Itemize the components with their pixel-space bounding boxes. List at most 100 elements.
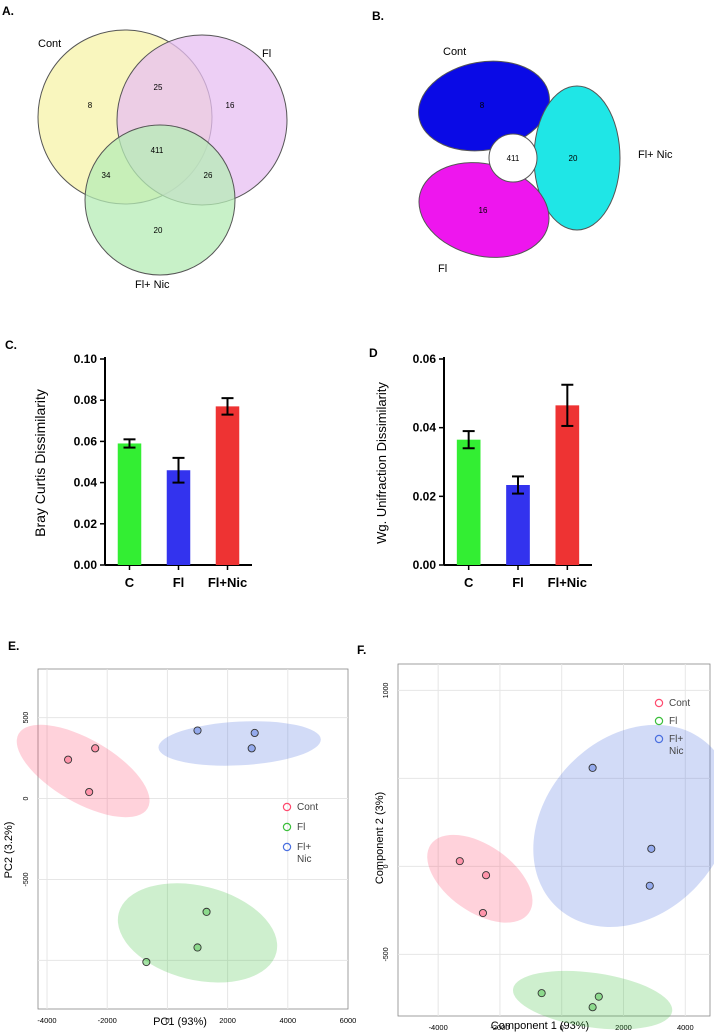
data-point-e [193,943,202,952]
legend-marker-f [654,734,664,744]
y-axis-label-e: PC2 (3.2%) [3,822,15,879]
y-axis-label-f: Component 2 (3%) [374,792,386,884]
venn-count-cont-fl: 25 [154,83,163,92]
y-tick-label-c: 0.06 [74,434,98,448]
legend-marker-e [282,822,292,832]
flower-label-cont: Cont [443,46,466,58]
y-tick-label-e: 0 [23,796,30,800]
data-point-f [455,857,464,866]
flower-center [488,133,538,183]
x-tick-label-f: 0 [560,1023,564,1032]
flower-label-fl: Fl [438,263,447,275]
data-point-e [85,787,94,797]
y-tick-label-f: -500 [383,947,390,961]
x-tick-label-c: C [125,575,135,590]
panel-f-letter: F. [357,643,366,657]
x-tick-label-f: -2000 [490,1023,509,1032]
y-tick-label-d: 0.02 [413,489,437,503]
data-point-e [91,744,100,753]
data-point-f [594,992,603,1001]
panel-c-letter: C. [5,338,17,352]
x-tick-label-c: Fl [173,575,185,590]
x-axis-label-f: Component 1 (93%) [491,1020,589,1032]
confidence-ellipse-e [158,721,321,766]
venn-count-all: 411 [151,146,164,155]
confidence-ellipse-e [117,883,278,983]
data-point-f [481,871,491,880]
venn-set-flnic [84,124,236,276]
pca-plot-e: E. PC1 (93%) PC2 (3.2%) -4000 -2000 0 2000 4… [3,639,356,1028]
x-tick-label-e: 4000 [279,1016,296,1025]
data-point-f [645,881,654,890]
data-point-e [250,728,259,738]
flower-count-fl: 16 [479,206,488,215]
bar-c [166,470,191,565]
venn-label-fl: Fl [262,48,271,60]
x-tick-label-f: -4000 [429,1023,448,1032]
venn-count-fl-flnic: 26 [204,171,213,180]
y-tick-label-c: 0.10 [74,352,98,366]
bar-chart-bray-curtis: C. Bray Curtis Dissimilarity 0.00 0.02 0.0… [5,338,252,590]
x-tick-label-e: -4000 [37,1016,56,1025]
data-point-e [202,907,211,916]
venn-count-fl-only: 16 [226,101,235,110]
y-axis-label-c: Bray Curtis Dissimilarity [32,389,48,537]
bar-d [506,485,530,565]
venn-count-cont-flnic: 34 [102,171,111,180]
data-point-e [64,755,73,764]
panel-d-letter: D [369,346,378,360]
x-tick-label-f: 4000 [677,1023,694,1032]
y-tick-label-c: 0.04 [74,476,98,490]
x-tick-label-f: 2000 [615,1023,632,1032]
data-point-e [142,957,151,967]
data-point-f [478,908,488,918]
pca-plot-f: F. Component 1 (93%) Component 2 (3%) -4… [357,643,714,1032]
x-axis-label-e: PC1 (93%) [153,1016,207,1028]
y-tick-label-c: 0.08 [74,393,98,407]
venn-diagram: A. Cont Fl Fl+ Nic 8 25 16 411 34 26 20 [2,4,288,291]
legend-label-f: Cont [669,698,690,709]
data-point-f [588,1003,597,1012]
venn-count-cont-only: 8 [88,101,93,110]
y-tick-label-f: 1000 [383,683,390,699]
x-tick-label-e: 6000 [340,1016,357,1025]
y-tick-label-f: 0 [383,864,390,868]
venn-label-cont: Cont [38,38,61,50]
confidence-ellipse-e [16,724,150,818]
y-tick-label-d: 0.06 [413,352,437,366]
plot-frame-e [37,668,349,1010]
legend-marker-f [654,698,664,708]
venn-label-flnic: Fl+ Nic [135,279,170,291]
bar-c [215,406,240,565]
legend-label-f: Nic [669,746,683,757]
data-point-f [537,989,546,998]
legend-label-e: Fl [297,822,305,833]
confidence-ellipse-f [512,970,673,1030]
x-tick-label-e: 2000 [219,1016,236,1025]
legend-marker-f [654,716,664,726]
bar-chart-unifrac: D Wg. Unifraction Dissimilarity 0.00 0.02… [369,346,592,590]
y-tick-label-c: 0.00 [74,558,98,572]
data-point-f [588,763,597,772]
venn-count-flnic-only: 20 [154,226,163,235]
y-tick-label-d: 0.04 [413,421,437,435]
legend-label-f: Fl [669,716,677,727]
flower-label-flnic: Fl+ Nic [638,149,673,161]
data-point-e [247,744,256,753]
confidence-ellipse-f [427,834,533,923]
flower-center-count: 411 [507,154,520,163]
legend-marker-e [282,842,292,852]
flower-diagram: B. 411 8 20 16 Cont Fl+ Nic Fl [372,9,673,275]
bar-d [456,439,481,565]
x-tick-label-d: C [464,575,474,590]
x-tick-label-e: -2000 [98,1016,117,1025]
data-point-e [193,726,202,735]
legend-marker-e [282,802,292,812]
y-tick-label-c: 0.02 [74,517,98,531]
panel-a-letter: A. [2,4,14,18]
bar-d [555,405,580,565]
y-axis-label-d: Wg. Unifraction Dissimilarity [374,382,389,544]
flower-count-cont: 8 [480,101,485,110]
legend-label-e: Fl+ [297,842,311,853]
